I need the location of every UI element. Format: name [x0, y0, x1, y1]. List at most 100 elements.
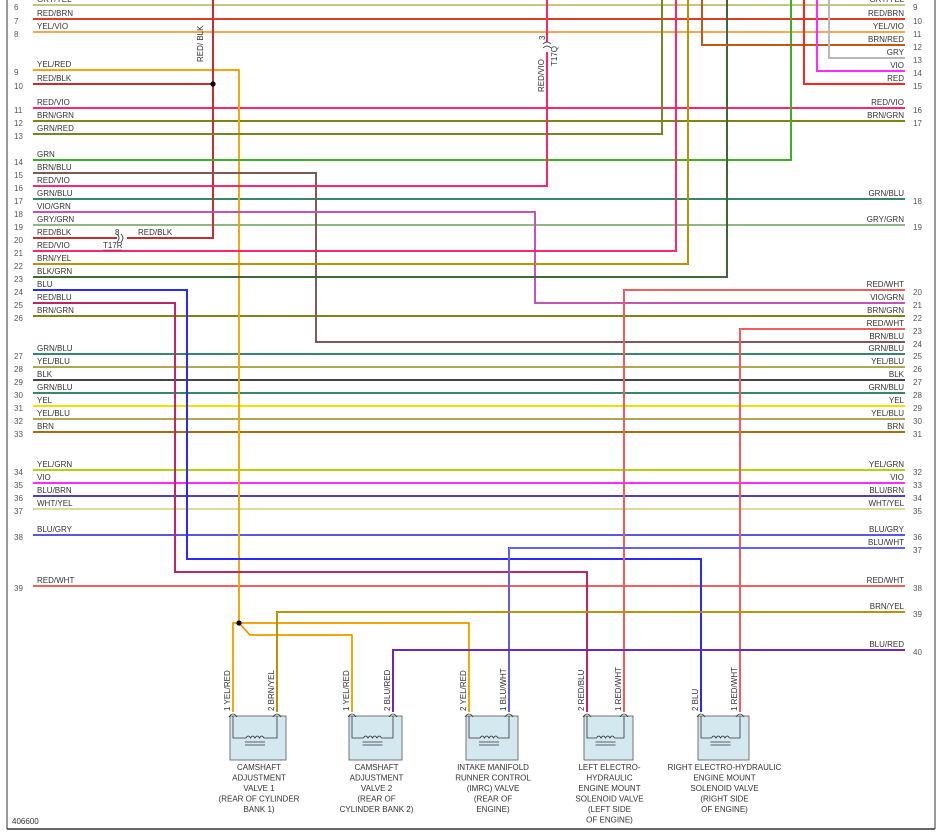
left-wire-label: GRN/BLU — [37, 383, 73, 392]
right-wire-label: GRN/BLU — [868, 344, 904, 353]
coil-icon — [479, 735, 499, 746]
left-pin-number: 22 — [14, 262, 23, 271]
component-1: 1 YEL/RED 2 BRN/YEL CAMSHAFT ADJUSTMENTVALV… — [219, 670, 300, 814]
diagram-id: 406600 — [12, 817, 39, 826]
connector-name: T17Q — [550, 46, 559, 66]
right-wire-label: BLU/RED — [869, 640, 904, 649]
component-label-line: OF ENGINE) — [701, 805, 748, 814]
right-wire-label: GRY — [887, 48, 905, 57]
right-wire-label: BRN/BLU — [869, 332, 904, 341]
component-label-line: VALVE 2 — [361, 784, 393, 793]
left-wire-label: GRN/BLU — [37, 189, 73, 198]
left-wire-label: YEL/RED — [37, 60, 71, 69]
component-label-line: INTAKE MANIFOLD — [457, 763, 529, 772]
left-pin-number: 21 — [14, 249, 23, 258]
wire-red-blk — [127, 0, 214, 239]
component-label-line: ADJUSTMENT — [232, 774, 286, 783]
wire-tracer-color — [739, 328, 905, 712]
coil-icon — [595, 735, 616, 746]
coil-icon — [245, 735, 265, 746]
right-wire-label: RED/WHT — [867, 576, 904, 585]
left-pin-number: 12 — [14, 119, 23, 128]
component-label-line: ENGINE) — [476, 805, 510, 814]
wires — [33, 0, 905, 712]
left-wire-label: BRN/GRN — [37, 111, 74, 120]
wire-main-color — [828, 0, 905, 59]
left-pin-number: 30 — [14, 391, 23, 400]
pin-terminal-icon — [272, 713, 282, 718]
left-wire-label: RED/VIO — [37, 241, 70, 250]
right-wire-label: BRN/RED — [868, 35, 904, 44]
left-pin-number: 8 — [14, 30, 19, 39]
wire-brn-yel — [33, 0, 689, 265]
wire-tracer-color — [239, 622, 470, 712]
left-pin-number: 29 — [14, 378, 23, 387]
wire-red-wht — [623, 289, 905, 712]
left-wire-label: BLK — [37, 370, 53, 379]
right-pin-number: 17 — [913, 119, 922, 128]
pin-label: 1 BLU/WHT — [499, 668, 508, 711]
component-label-line: BANK 1) — [243, 805, 274, 814]
right-wire-label: YEL — [889, 396, 905, 405]
right-pin-number: 16 — [913, 106, 922, 115]
right-pin-number: 38 — [913, 584, 922, 593]
left-wire-label: VIO — [37, 473, 51, 482]
component-label-line: CAMSHAFT — [237, 763, 281, 772]
right-wire-label: VIO/GRN — [870, 293, 904, 302]
right-pin-number: 14 — [913, 69, 922, 78]
pin-label: 1 YEL/RED — [223, 670, 232, 711]
component-label-line: SOLENOID VALVE — [575, 795, 643, 804]
right-wire-label: BRN/GRN — [867, 306, 904, 315]
component-label-line: OF ENGINE) — [586, 816, 633, 825]
wire-red-wht — [739, 328, 905, 712]
left-wire-label: RED/BLU — [37, 293, 72, 302]
left-pin-number: 23 — [14, 275, 23, 284]
components: 1 YEL/RED 2 BRN/YELCAMSHAFTADJUSTMENTVALV… — [219, 667, 782, 825]
component-label-line: ENGINE MOUNT — [693, 774, 755, 783]
left-wire-label: RED/WHT — [37, 576, 74, 585]
right-pin-number: 25 — [913, 352, 922, 361]
left-pin-number: 20 — [14, 236, 23, 245]
splice-dot — [236, 620, 242, 626]
left-wire-label: RED/BRN — [37, 9, 73, 18]
right-wire-label: GRN/BLU — [868, 189, 904, 198]
right-wire-label: YEL/BLU — [871, 357, 904, 366]
right-wire-label: RED/BRN — [868, 9, 904, 18]
left-wire-label: VIO/GRN — [37, 202, 71, 211]
right-pin-number: 19 — [913, 223, 922, 232]
left-pin-number: 37 — [14, 507, 23, 516]
pin-terminal-icon — [388, 713, 398, 718]
wire-tracer-color — [33, 302, 588, 712]
component-label-line: (REAR OF — [474, 795, 512, 804]
left-pin-number: 18 — [14, 210, 23, 219]
wire-tracer-color — [33, 0, 677, 252]
right-pin-number: 40 — [913, 648, 922, 657]
component-label-line: LEFT ELECTRO- — [578, 763, 640, 772]
wire-yel-red — [33, 69, 240, 623]
wire-main-color — [33, 289, 702, 712]
pin-terminal-icon — [582, 713, 592, 718]
wire-gry — [828, 0, 905, 59]
right-wire-label: BLU/GRY — [869, 525, 905, 534]
left-pin-number: 7 — [14, 17, 19, 26]
component-label-line: RUNNER CONTROL — [455, 774, 531, 783]
right-pin-number: 20 — [913, 288, 922, 297]
left-pin-number: 25 — [14, 301, 23, 310]
wire-tracer-color — [392, 649, 905, 712]
left-pin-number: 34 — [14, 468, 23, 477]
wire-main-color — [276, 611, 905, 712]
solenoid-lead — [232, 716, 278, 739]
wire-tracer-color — [33, 0, 728, 278]
component-2: 1 YEL/RED 2 BLU/RED CAMSHAFT ADJUSTMENTVALV… — [340, 669, 414, 814]
left-pin-number: 36 — [14, 494, 23, 503]
right-wire-label: BRN — [887, 422, 904, 431]
wire-grn — [33, 0, 792, 161]
coil-icon — [710, 735, 731, 746]
wire-yel-red — [239, 622, 470, 712]
left-pin-number: 11 — [14, 106, 23, 115]
right-pin-number: 11 — [913, 30, 922, 39]
right-pin-number: 26 — [913, 365, 922, 374]
component-label-line: ADJUSTMENT — [350, 774, 404, 783]
wire-main-color — [232, 622, 239, 712]
